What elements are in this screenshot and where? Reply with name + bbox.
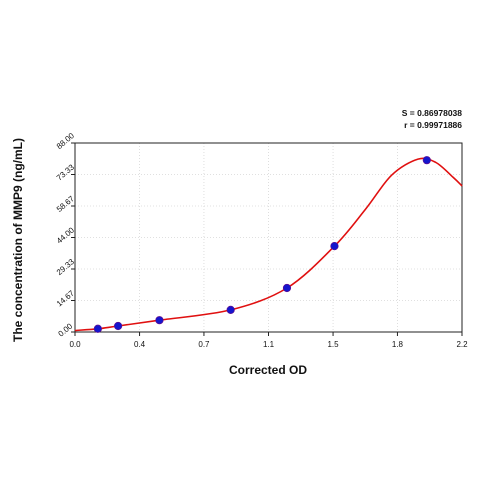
data-point	[282, 283, 292, 293]
r-statistic: r = 0.99971886	[404, 120, 462, 130]
x-axis-ticks: 0.0 0.4 0.7 1.1 1.5 1.8 2.2	[69, 332, 468, 349]
data-point	[113, 321, 123, 331]
x-tick-label: 0.0	[69, 340, 81, 349]
data-point	[93, 324, 102, 333]
data-point	[422, 156, 431, 165]
x-tick-label: 1.1	[263, 340, 275, 349]
x-tick-label: 0.7	[198, 340, 210, 349]
series-layer	[74, 156, 463, 333]
data-point	[226, 305, 235, 314]
x-tick-label: 1.5	[327, 340, 339, 349]
data-point	[330, 241, 339, 251]
x-tick-label: 0.4	[134, 340, 146, 349]
x-axis-title: Corrected OD	[229, 363, 307, 377]
s-statistic: S = 0.86978038	[402, 108, 463, 118]
x-tick-label: 2.2	[456, 340, 468, 349]
x-tick-label: 1.8	[392, 340, 404, 349]
data-point	[155, 316, 164, 325]
y-axis-title: The concentration of MMP9 (ng/mL)	[11, 138, 25, 342]
